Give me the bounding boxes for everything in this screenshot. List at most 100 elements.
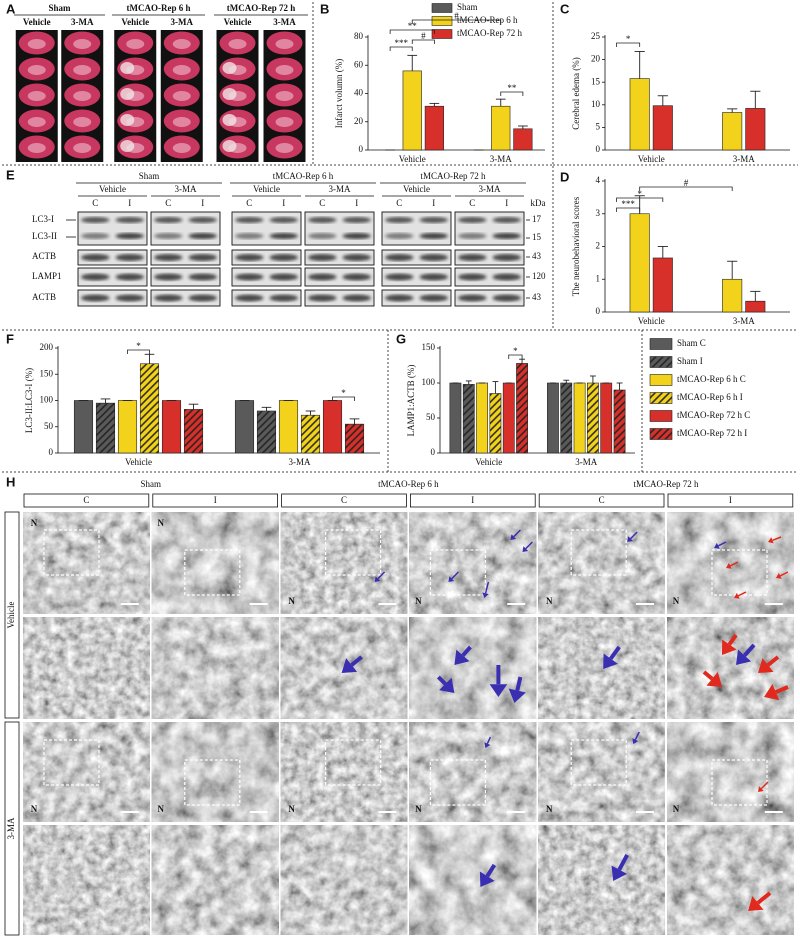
band (269, 273, 298, 281)
panel-label: A (6, 1, 16, 16)
significance-bracket (389, 29, 435, 34)
brain-slice-core (275, 91, 294, 101)
band (269, 294, 298, 302)
nucleus-label: N (158, 804, 165, 814)
error-bar (519, 358, 525, 364)
arrow (758, 781, 769, 792)
y-tick-label: 5 (596, 121, 601, 131)
blot (150, 249, 221, 266)
bar (117, 400, 138, 454)
condition-label: Vehicle (23, 17, 51, 27)
y-tick-label: 100 (422, 377, 436, 387)
infarct (222, 62, 237, 74)
y-tick-label: 0 (431, 447, 436, 457)
band (419, 254, 448, 261)
column-box (667, 493, 794, 508)
blot (304, 249, 375, 266)
legend-swatch (649, 356, 673, 368)
band (81, 273, 110, 281)
band (419, 273, 448, 281)
lane-label: C (165, 198, 171, 208)
significance-label: # (454, 11, 459, 21)
significance-label: * (136, 341, 141, 351)
arrow-shaft (756, 891, 772, 905)
arrow (776, 571, 789, 579)
bar (516, 363, 528, 454)
arrow-head (374, 576, 381, 582)
legend-label: tMCAO-Rep 72 h I (677, 428, 747, 438)
bar (300, 414, 321, 454)
group-title: Sham (141, 479, 162, 489)
em-image (151, 512, 279, 614)
legend-swatch (649, 410, 673, 422)
arrow-shaft (630, 531, 638, 540)
arrow (479, 863, 497, 887)
y-tick-label: 40 (354, 88, 364, 98)
zoom-box (184, 759, 241, 806)
y-tick-label: 60 (354, 59, 364, 69)
arrow-shaft (461, 645, 472, 657)
bar (745, 300, 766, 313)
brain-slice-core (172, 117, 191, 127)
significance-label: ** (507, 83, 517, 93)
lane-label: C (469, 198, 475, 208)
infarct (120, 88, 135, 100)
y-tick-label: 100 (40, 395, 54, 405)
row-label: LAMP1 (32, 271, 62, 281)
blot (454, 211, 525, 246)
kda-value: 43 (532, 251, 542, 261)
y-tick-label: 0 (49, 447, 54, 457)
significance-bracket (508, 354, 523, 359)
em-image (23, 825, 150, 935)
zoom-box (43, 529, 100, 576)
panel-label: E (6, 167, 15, 182)
band (154, 273, 183, 281)
arrow (454, 645, 472, 665)
y-tick-label: 4 (596, 175, 601, 185)
nucleus-label: N (546, 596, 553, 606)
arrow-shaft (486, 736, 492, 744)
arrow-shaft (772, 536, 782, 541)
kda-value: 120 (532, 271, 546, 281)
y-tick-label: 10 (591, 99, 601, 109)
significance-bracket (500, 91, 524, 96)
legend-label: tMCAO-Rep 6 h C (677, 374, 746, 384)
infarct (120, 62, 135, 74)
em-image (409, 825, 537, 935)
column-label: I (471, 495, 474, 505)
arrow-shaft (743, 643, 756, 657)
row-box (4, 721, 20, 936)
brain-slice-core (172, 39, 191, 49)
x-tick-label: Vehicle (399, 154, 426, 164)
bar (629, 213, 650, 313)
blot (231, 267, 302, 287)
blot (150, 267, 221, 287)
brain-slice-core (172, 143, 191, 153)
band (81, 217, 110, 223)
nucleus-label: N (546, 804, 553, 814)
lane-label: C (319, 198, 325, 208)
arrow (632, 731, 640, 744)
lane-label: C (396, 198, 402, 208)
arrow-shaft (377, 571, 386, 580)
band (308, 217, 337, 223)
bar (449, 382, 462, 454)
bar (476, 382, 488, 454)
blot (304, 267, 375, 287)
arrow-head (508, 688, 526, 703)
error-bar (407, 54, 418, 71)
legend-label: Sham I (677, 356, 703, 366)
nucleus-label: N (288, 804, 295, 814)
blot (381, 249, 452, 266)
band (492, 294, 521, 302)
blot (304, 211, 375, 246)
y-axis-label: Cerebral edema (%) (571, 57, 581, 129)
arrow (603, 645, 621, 669)
arrow-head (734, 592, 740, 599)
band (308, 254, 337, 261)
band (115, 233, 144, 239)
em-image (280, 512, 408, 614)
legend-swatch (431, 3, 453, 13)
bar (547, 382, 559, 454)
arrow-shaft (779, 571, 789, 577)
